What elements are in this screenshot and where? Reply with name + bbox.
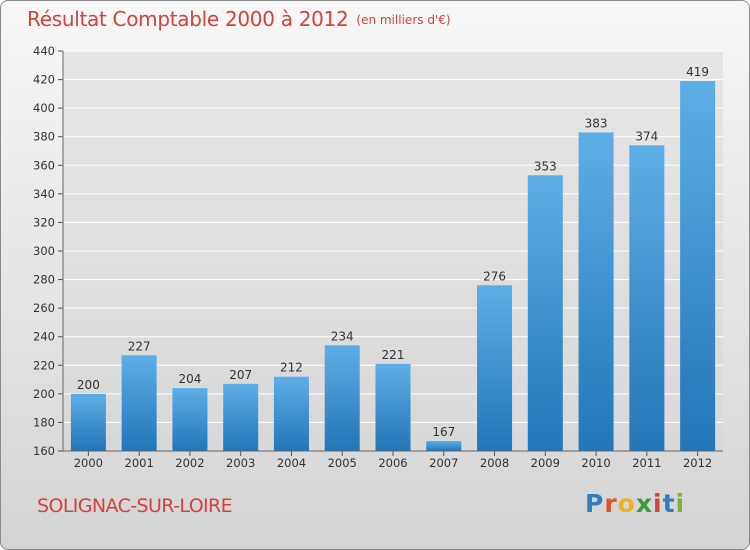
y-tick-label: 300 <box>33 244 55 258</box>
x-tick-label: 2001 <box>125 456 154 470</box>
y-tick-label: 360 <box>33 158 55 172</box>
data-label: 212 <box>280 361 303 375</box>
chart-title: Résultat Comptable 2000 à 2012 (en millie… <box>27 7 451 31</box>
x-tick-label: 2003 <box>226 456 255 470</box>
x-tick-label: 2006 <box>378 456 407 470</box>
y-tick-label: 320 <box>33 215 55 229</box>
y-tick-label: 180 <box>33 415 55 429</box>
data-label: 207 <box>229 368 252 382</box>
x-tick-label: 2009 <box>531 456 560 470</box>
proxiti-logo: Proxiti <box>585 489 686 518</box>
x-tick-label: 2011 <box>632 456 661 470</box>
x-tick-label: 2005 <box>328 456 357 470</box>
town-name: SOLIGNAC-SUR-LOIRE <box>37 495 233 517</box>
y-tick-label: 220 <box>33 358 55 372</box>
bar <box>680 81 716 451</box>
bar <box>527 175 563 452</box>
data-label: 276 <box>483 269 506 283</box>
bar <box>172 388 208 451</box>
y-tick-label: 380 <box>33 130 55 144</box>
axis-layer: 160 180 200 220 240 260 280 300 320 340 360 380 400 4… <box>33 44 723 470</box>
data-label: 227 <box>128 339 151 353</box>
x-tick-label: 2012 <box>683 456 712 470</box>
title-text: Résultat Comptable 2000 à 2012 <box>27 7 349 31</box>
y-tick-label: 280 <box>33 273 55 287</box>
data-label: 221 <box>382 348 405 362</box>
bar <box>223 383 259 451</box>
y-tick-label: 240 <box>33 330 55 344</box>
x-tick-label: 2008 <box>480 456 509 470</box>
bar <box>121 355 157 451</box>
y-tick-label: 420 <box>33 73 55 87</box>
y-tick-label: 200 <box>33 387 55 401</box>
data-label: 204 <box>178 372 201 386</box>
data-label: 374 <box>635 129 658 143</box>
bar <box>70 393 106 451</box>
x-tick-label: 2004 <box>277 456 306 470</box>
y-tick-label: 260 <box>33 301 55 315</box>
bar <box>375 363 411 451</box>
x-tick-label: 2010 <box>581 456 610 470</box>
y-tick-label: 440 <box>33 44 55 58</box>
bar <box>426 441 462 451</box>
bar <box>578 132 614 451</box>
bar <box>477 285 513 451</box>
y-tick-label: 340 <box>33 187 55 201</box>
bar <box>273 376 309 451</box>
data-label: 383 <box>585 116 608 130</box>
data-label: 234 <box>331 329 354 343</box>
bar-layer: 200 227 204 207 212 234 221 167 276 353 383 374 419 <box>70 65 716 452</box>
bar <box>324 345 360 451</box>
y-tick-label: 160 <box>33 444 55 458</box>
data-label: 167 <box>432 425 455 439</box>
x-tick-label: 2000 <box>74 456 103 470</box>
data-label: 353 <box>534 159 557 173</box>
y-tick-label: 400 <box>33 101 55 115</box>
x-tick-label: 2002 <box>175 456 204 470</box>
data-label: 200 <box>77 378 100 392</box>
bar <box>629 145 665 452</box>
unit-label: (en milliers d'€) <box>356 13 451 27</box>
data-label: 419 <box>686 65 709 79</box>
x-tick-label: 2007 <box>429 456 458 470</box>
